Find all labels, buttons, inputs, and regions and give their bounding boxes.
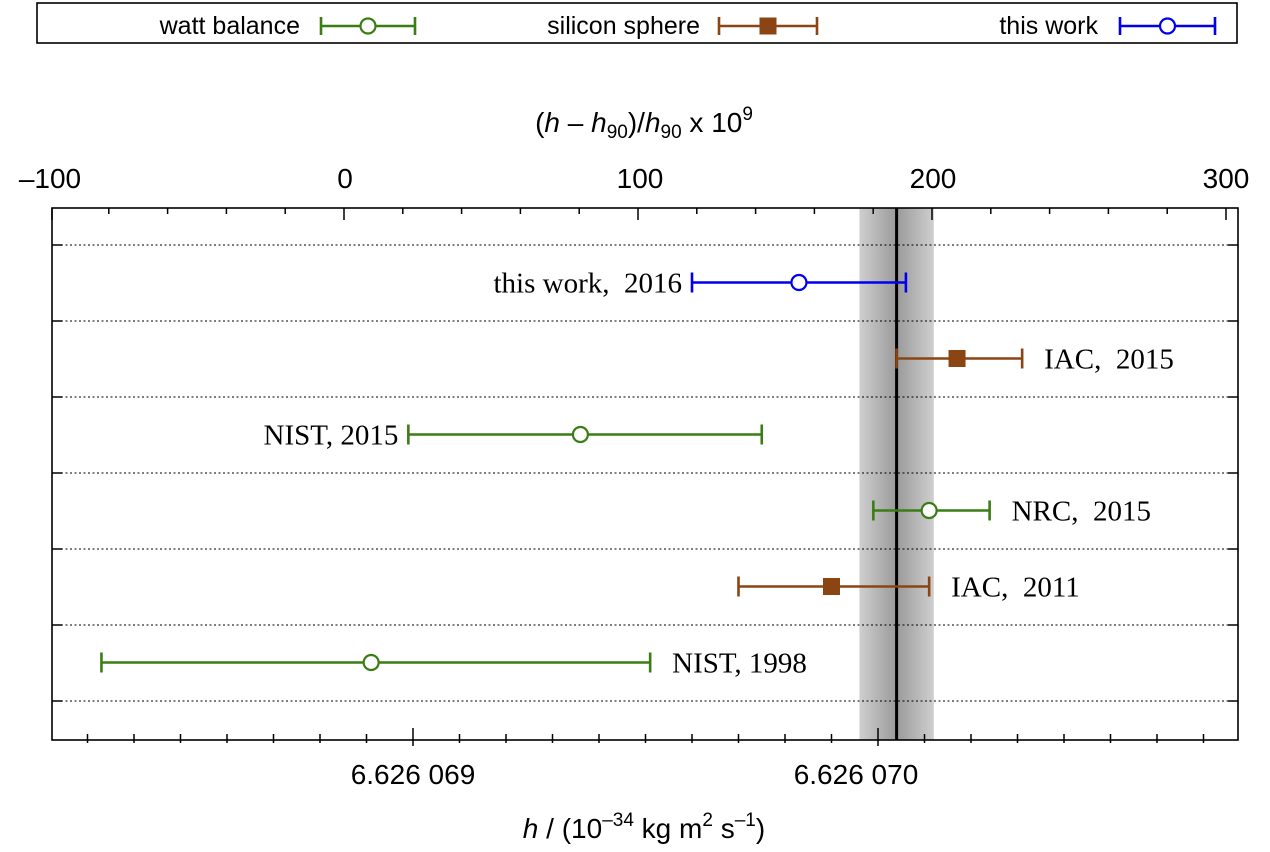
top-tick-label: –100 bbox=[19, 163, 81, 194]
bottom-tick-label: 6.626 069 bbox=[351, 759, 476, 790]
plot-area: this work, 2016 IAC, 2015 NIST, 2015 NRC, 2… bbox=[51, 207, 1239, 746]
series-3: NRC, 2015 bbox=[872, 496, 1151, 528]
legend-symbol bbox=[359, 17, 377, 35]
series-2: NIST, 2015 bbox=[264, 420, 764, 452]
data-label: this work, 2016 bbox=[494, 268, 683, 300]
series-0: this work, 2016 bbox=[494, 268, 908, 300]
top-tick-label: 300 bbox=[1203, 163, 1250, 194]
data-point bbox=[362, 653, 380, 672]
top-axis-label: (h – h90)/h90 x 109 bbox=[535, 104, 753, 143]
data-point bbox=[571, 425, 590, 444]
legend-label-this-work: this work bbox=[999, 12, 1098, 40]
series-4: IAC, 2011 bbox=[737, 572, 1080, 604]
data-label: NIST, 2015 bbox=[264, 420, 399, 452]
top-tick-labels: –100 0 100 200 300 bbox=[19, 163, 1250, 194]
legend-marker-silicon-sphere bbox=[717, 17, 819, 35]
legend-frame bbox=[36, 2, 1238, 44]
bottom-tick-label: 6.626 070 bbox=[794, 759, 919, 790]
data-label: NIST, 1998 bbox=[672, 648, 807, 680]
series-1: IAC, 2015 bbox=[895, 344, 1174, 376]
legend: watt balance silicon sphere this work bbox=[36, 2, 1238, 44]
data-label: NRC, 2015 bbox=[1012, 496, 1151, 528]
data-label: IAC, 2011 bbox=[951, 572, 1080, 604]
legend-label-silicon-sphere: silicon sphere bbox=[547, 12, 700, 40]
top-tick-label: 0 bbox=[337, 163, 353, 194]
data-point bbox=[920, 501, 938, 520]
legend-marker-watt-balance bbox=[319, 17, 417, 35]
data-point bbox=[948, 350, 966, 367]
data-label: IAC, 2015 bbox=[1044, 344, 1174, 376]
legend-symbol bbox=[759, 17, 777, 35]
bottom-axis-label: h / (10–34 kg m2 s–1) bbox=[523, 810, 765, 844]
series-5: NIST, 1998 bbox=[100, 648, 807, 680]
bottom-tick-labels: 6.626 069 6.626 070 bbox=[351, 759, 919, 790]
top-tick-label: 100 bbox=[617, 163, 664, 194]
data-point bbox=[790, 273, 808, 292]
top-tick-label: 200 bbox=[910, 163, 957, 194]
legend-marker-this-work bbox=[1118, 17, 1217, 35]
data-point bbox=[823, 578, 840, 595]
legend-label-watt-balance: watt balance bbox=[159, 12, 300, 40]
legend-symbol bbox=[1158, 17, 1177, 35]
